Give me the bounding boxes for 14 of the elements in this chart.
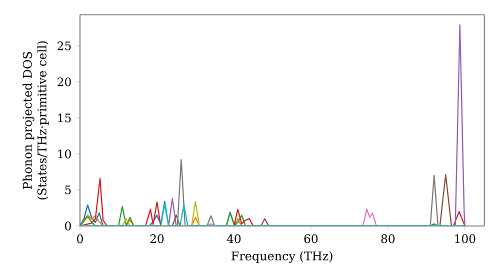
- x-tick-label: 0: [77, 234, 83, 244]
- y-axis-title: Phonon projected DOS (States/THz·primitive cell): [22, 41, 49, 200]
- x-tick-label: 20: [150, 234, 164, 244]
- y-tick-label: 25: [58, 41, 71, 50]
- y-tick-label: 15: [58, 113, 71, 122]
- x-tick-label: 80: [381, 234, 395, 244]
- y-tick-label: 10: [58, 150, 71, 158]
- x-tick-label: 60: [304, 234, 318, 244]
- y-tick-label: 5: [65, 186, 71, 194]
- y-tick-label: 0: [65, 222, 71, 230]
- x-axis-title: Frequency (THz): [232, 251, 332, 263]
- y-tick-label: 20: [58, 77, 71, 86]
- x-tick-label: 100: [455, 234, 476, 244]
- x-tick-label: 40: [226, 234, 241, 244]
